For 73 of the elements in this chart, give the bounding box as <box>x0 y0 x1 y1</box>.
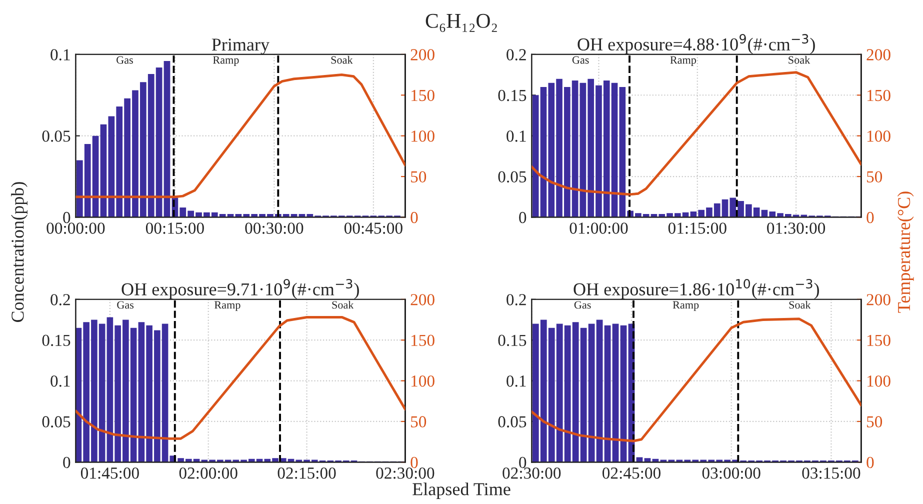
y-tick-label: 0 <box>519 212 526 224</box>
y-tick-label: 0.1 <box>50 375 70 387</box>
y2-tick-label: 150 <box>867 334 890 346</box>
annotation: Gas <box>574 301 591 309</box>
y2-tick-label: 200 <box>410 294 434 306</box>
x-tick-label: 01:00:00 <box>570 222 628 234</box>
y2-tick-label: 50 <box>866 416 882 428</box>
y2-tick-label: 150 <box>867 90 890 102</box>
y2-tick-label: 100 <box>867 130 890 142</box>
annotation: Gas <box>116 56 133 64</box>
chart-title: OH exposure=4.88·10$^{9}$(#·cm$^{−3}$) <box>578 34 815 54</box>
x-tick-label: 02:15:00 <box>278 468 336 479</box>
annotation: Soak <box>788 56 810 64</box>
y2-tick-label: 0 <box>866 212 874 224</box>
annotation: Ramp <box>670 56 696 66</box>
annotation: Gas <box>572 56 589 64</box>
annotation: Soak <box>331 56 353 64</box>
y-tick-label: 0 <box>519 456 526 468</box>
x-tick-label: 01:30:00 <box>767 222 826 234</box>
y2-tick-label: 50 <box>411 171 426 182</box>
annotation: Soak <box>789 300 811 309</box>
y2-tick-label: 200 <box>410 49 434 60</box>
y2-tick-label: 0 <box>410 456 418 468</box>
x-tick-label: 01:45:00 <box>80 468 139 479</box>
annotation: Ramp <box>214 301 240 311</box>
y2-tick-label: 200 <box>866 294 890 306</box>
x-tick-label: 02:00:00 <box>179 468 238 479</box>
y-tick-label: 0.1 <box>506 375 526 387</box>
y2-tick-label: 100 <box>412 130 434 142</box>
y-tick-label: 0.15 <box>498 90 526 102</box>
y-tick-label: 0.05 <box>498 416 526 428</box>
chart-title: OH exposure=1.86·10$^{10}$(#·cm$^{−3}$) <box>574 278 819 300</box>
y-tick-label: 0.15 <box>498 334 526 346</box>
y2-tick-label: 100 <box>867 375 890 387</box>
x-axis-title: Elapsed Time <box>412 482 510 499</box>
y-tick-label: 0.2 <box>506 49 526 60</box>
y-tick-label: 0.05 <box>42 130 70 142</box>
y2-tick-label: 50 <box>411 416 426 428</box>
x-tick-label: 02:30:00 <box>502 468 561 479</box>
y-tick-label: 0.2 <box>506 294 526 306</box>
y-tick-label: 0.1 <box>50 49 70 60</box>
y-tick-label: 0.15 <box>42 334 70 346</box>
y2-axis-title: Temperature(°C) <box>897 192 914 313</box>
x-tick-label: 00:15:00 <box>146 222 204 234</box>
annotation: Ramp <box>213 56 239 66</box>
x-tick-label: 00:45:00 <box>344 222 402 234</box>
y2-tick-label: 0 <box>866 456 874 468</box>
x-tick-label: 01:15:00 <box>668 222 726 234</box>
text: C₆H₁₂O₂ <box>426 14 497 32</box>
x-tick-label: 03:00:00 <box>702 468 760 479</box>
y-tick-label: 0 <box>63 212 70 224</box>
annotation: Gas <box>117 301 134 309</box>
y2-tick-label: 50 <box>866 171 882 182</box>
y2-tick-label: 100 <box>412 375 434 387</box>
y2-tick-label: 0 <box>410 212 418 224</box>
y-tick-label: 0 <box>63 456 70 468</box>
annotation: Soak <box>332 300 354 309</box>
x-tick-label: 00:00:00 <box>46 222 105 234</box>
y-axis-title: Concentration(ppb) <box>11 182 28 322</box>
annotation: Ramp <box>672 301 699 311</box>
x-tick-label: 02:45:00 <box>602 468 660 479</box>
y-tick-label: 0.05 <box>498 171 526 183</box>
y2-tick-label: 150 <box>412 334 434 346</box>
y-tick-label: 0.2 <box>50 294 70 306</box>
chart-title: Primary <box>212 38 270 54</box>
x-tick-label: 02:30:00 <box>376 468 434 479</box>
y-tick-label: 0.1 <box>506 130 526 142</box>
chart-title: OH exposure=9.71·10$^{9}$(#·cm$^{−3}$) <box>122 278 359 300</box>
x-tick-label: 00:30:00 <box>245 222 304 234</box>
y2-tick-label: 200 <box>866 49 890 60</box>
x-tick-label: 03:15:00 <box>802 468 860 479</box>
y2-tick-label: 150 <box>412 90 434 102</box>
y-tick-label: 0.05 <box>42 416 70 428</box>
